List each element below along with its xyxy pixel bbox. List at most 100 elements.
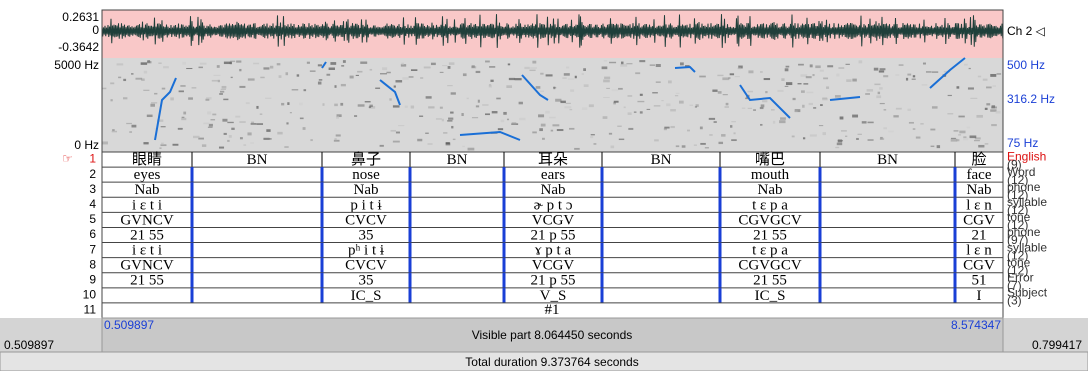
spectrogram-cell bbox=[536, 86, 541, 89]
spectrogram-cell bbox=[468, 148, 475, 151]
spectrogram-cell bbox=[593, 143, 596, 144]
spectrogram-cell bbox=[181, 118, 186, 120]
spectrogram-cell bbox=[582, 107, 587, 110]
spectrogram-cell bbox=[159, 147, 161, 148]
spectrogram-cell bbox=[545, 111, 550, 114]
spectrogram-cell bbox=[747, 91, 753, 92]
spectrogram-cell bbox=[560, 101, 565, 103]
spectrogram-cell bbox=[478, 100, 480, 103]
spectrogram-cell bbox=[546, 74, 553, 76]
spectrogram-cell bbox=[369, 107, 371, 108]
spectrogram-cell bbox=[640, 94, 643, 96]
spectrogram-cell bbox=[417, 139, 422, 142]
tier-number: 7 bbox=[89, 242, 96, 256]
spectrogram-cell bbox=[463, 73, 467, 76]
spectrogram-cell bbox=[620, 64, 627, 67]
spectrogram-cell bbox=[541, 124, 546, 127]
spectrogram-cell bbox=[112, 129, 115, 130]
spectrogram-cell bbox=[553, 87, 555, 90]
spectrogram-cell bbox=[180, 85, 185, 86]
spectrogram-cell bbox=[879, 87, 883, 89]
interval-label: 35 bbox=[359, 227, 374, 243]
spectrogram-cell bbox=[874, 84, 880, 86]
spectrogram-cell bbox=[670, 126, 674, 128]
interval-label: IC_S bbox=[351, 288, 382, 304]
spectrogram-cell bbox=[507, 119, 509, 121]
spectrogram-cell bbox=[540, 73, 543, 75]
spectrogram-cell bbox=[442, 65, 447, 66]
spectrogram-cell bbox=[779, 120, 785, 123]
spectrogram-cell bbox=[519, 102, 523, 105]
spectrogram-cell bbox=[467, 98, 469, 100]
spectrogram-cell bbox=[978, 145, 984, 148]
tier-number: 11 bbox=[84, 303, 97, 317]
tier-number: 10 bbox=[83, 288, 97, 302]
spectrogram-cell bbox=[322, 103, 324, 106]
page: 0.2631 0 -0.3642 Ch 2 ◁ 5000 Hz 0 Hz 500… bbox=[0, 0, 1088, 371]
spectrogram-cell bbox=[738, 68, 741, 70]
interval-label: ɤ p t a bbox=[535, 243, 572, 259]
spectrogram-cell bbox=[426, 96, 432, 98]
spectrogram-cell bbox=[930, 129, 935, 131]
spectrogram-cell bbox=[243, 144, 246, 145]
spectrogram-cell bbox=[453, 139, 456, 140]
spectrogram-cell bbox=[606, 88, 610, 89]
spectrogram-cell bbox=[277, 132, 282, 135]
spectrogram-cell bbox=[219, 147, 224, 149]
spectrogram-cell bbox=[983, 79, 988, 81]
spectrogram-cell bbox=[883, 127, 887, 129]
spectrogram-cell bbox=[202, 144, 206, 147]
spectrogram-cell bbox=[329, 67, 335, 70]
spectrogram-cell bbox=[959, 131, 965, 134]
spectrogram-cell bbox=[676, 93, 680, 94]
spectrogram-cell bbox=[178, 128, 183, 129]
spectrogram-cell bbox=[542, 138, 545, 140]
spectrogram-cell bbox=[396, 132, 400, 134]
spectrogram-cell bbox=[874, 68, 878, 71]
spectrogram-cell bbox=[880, 68, 886, 70]
spectrogram-cell bbox=[956, 139, 959, 141]
spectrogram-cell bbox=[158, 63, 161, 64]
spectrogram-cell bbox=[823, 132, 826, 135]
spectrogram-cell bbox=[717, 75, 723, 76]
freq-top: 5000 Hz bbox=[54, 58, 99, 72]
spectrogram-cell bbox=[207, 111, 211, 114]
spectrogram-cell bbox=[330, 62, 336, 65]
spectrogram-cell bbox=[723, 94, 728, 95]
spectrogram-cell bbox=[583, 68, 586, 71]
spectrogram-cell bbox=[730, 73, 734, 75]
spectrogram-cell bbox=[968, 87, 974, 89]
spectrogram-cell bbox=[562, 77, 566, 78]
spectrogram-cell bbox=[785, 86, 789, 87]
spectrogram-cell bbox=[822, 98, 827, 100]
spectrogram-cell bbox=[443, 132, 447, 133]
spectrogram-cell bbox=[947, 113, 953, 114]
spectrogram-cell bbox=[449, 62, 455, 65]
spectrogram-cell bbox=[566, 103, 571, 104]
spectrogram-cell bbox=[923, 63, 926, 65]
interval-label: Nab bbox=[541, 182, 566, 198]
spectrogram-cell bbox=[802, 105, 805, 108]
spectrogram-cell bbox=[634, 111, 637, 113]
tier-number: 1 bbox=[89, 152, 96, 166]
spectrogram-cell bbox=[292, 89, 299, 90]
spectrogram-cell bbox=[963, 138, 968, 141]
channel-label[interactable]: Ch 2 ◁ bbox=[1007, 24, 1046, 38]
spectrogram-cell bbox=[498, 128, 503, 130]
spectrogram-cell bbox=[401, 63, 404, 65]
spectrogram-cell bbox=[509, 78, 515, 80]
spectrogram-cell bbox=[489, 85, 492, 88]
interval-label: t ɛ p a bbox=[752, 197, 788, 213]
spectrogram-cell bbox=[532, 61, 536, 64]
spectrogram-cell bbox=[409, 76, 414, 78]
spectrogram-cell bbox=[668, 80, 672, 83]
spectrogram-cell bbox=[845, 136, 847, 137]
interval-label: Nab bbox=[967, 182, 992, 198]
spectrogram-cell bbox=[826, 86, 829, 88]
spectrogram-cell bbox=[913, 75, 915, 77]
spectrogram-cell bbox=[490, 80, 493, 82]
spectrogram-cell bbox=[239, 121, 245, 123]
spectrogram-cell bbox=[318, 82, 322, 85]
interval-label: 21 55 bbox=[753, 273, 787, 289]
spectrogram-cell bbox=[143, 142, 148, 144]
